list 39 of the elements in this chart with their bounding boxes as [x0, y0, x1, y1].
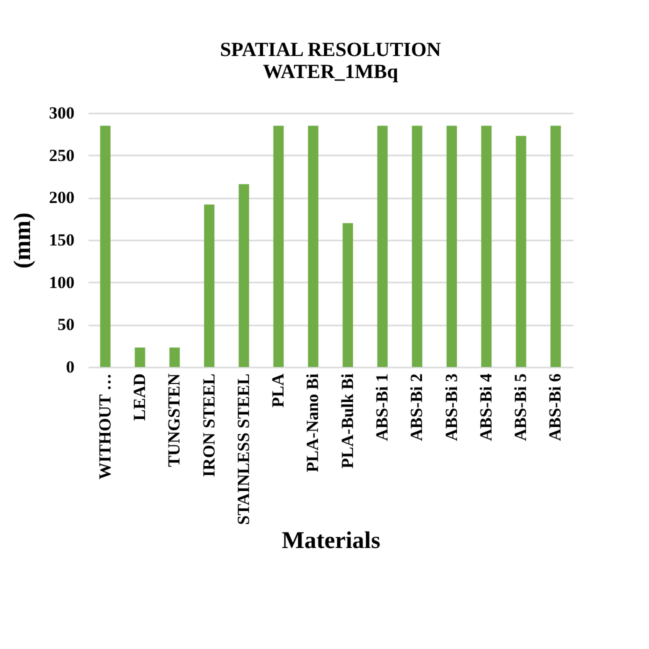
- y-tick-label: 250: [49, 146, 74, 165]
- bar: [134, 348, 146, 367]
- bar: [308, 126, 318, 367]
- x-tick-label: ABS-Bi 4: [476, 373, 496, 442]
- y-tick-label: 50: [58, 315, 74, 334]
- y-tick-label: 150: [49, 230, 74, 250]
- text: WATER_1MBq: [262, 61, 398, 83]
- x-tick-label: ABS-Bi 6: [546, 374, 565, 442]
- bar: [238, 184, 250, 367]
- x-tick-label: ABS-Bi 1: [372, 374, 392, 442]
- x-tick-label: WITHOUT …: [95, 374, 114, 480]
- bar: [412, 126, 422, 367]
- bar: [377, 126, 388, 367]
- y-tick-label: 0: [66, 358, 74, 376]
- text: SPATIAL RESOLUTION: [220, 39, 441, 61]
- x-tick-label: ABS-Bi 5: [511, 374, 530, 442]
- y-tick-label: 300: [49, 104, 74, 122]
- bar: [516, 136, 526, 367]
- x-tick-label: PLA-Nano Bi: [303, 373, 322, 472]
- x-tick-label: STAINLESS STEEL: [234, 374, 253, 525]
- bar: [273, 126, 284, 367]
- bar: [169, 348, 180, 367]
- x-tick-label: ABS-Bi 2: [407, 374, 426, 442]
- x-tick-label: PLA: [268, 372, 288, 408]
- x-tick-label: ABS-Bi 3: [442, 374, 461, 442]
- bar: [446, 126, 457, 367]
- x-axis-title: Materials: [282, 528, 380, 554]
- x-tick-label: LEAD: [130, 374, 149, 421]
- bar: [100, 126, 111, 367]
- x-tick-label: PLA-Bulk Bi: [338, 373, 357, 468]
- bar: [550, 126, 561, 367]
- bar: [481, 126, 492, 367]
- x-tick-label: IRON STEEL: [199, 374, 218, 477]
- bar: [204, 204, 214, 367]
- y-axis-title: (mm): [10, 212, 36, 268]
- y-tick-label: 100: [49, 272, 74, 292]
- x-tick-label: TUNGSTEN: [164, 372, 184, 468]
- y-tick-label: 200: [49, 188, 74, 208]
- bar: [342, 223, 354, 367]
